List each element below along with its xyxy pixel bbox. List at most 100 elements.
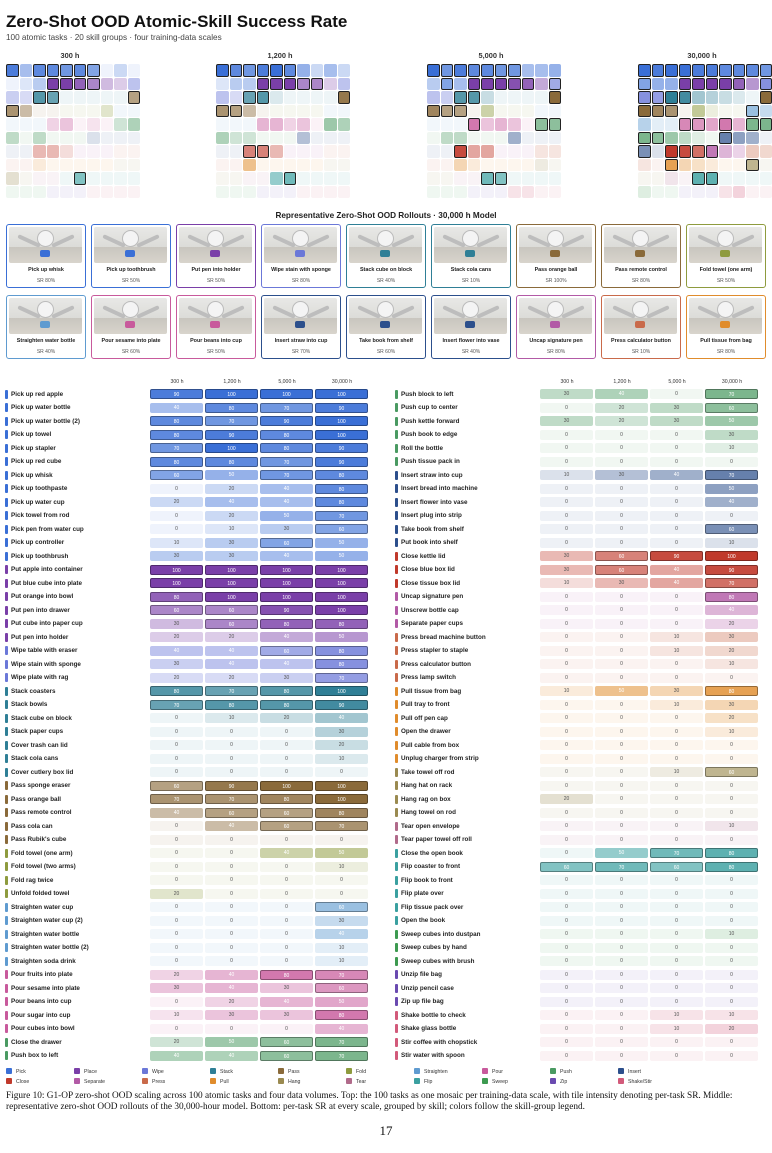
sr-cell: 0 <box>540 524 593 534</box>
sr-cell: 40 <box>205 645 258 656</box>
group-color-marker <box>395 511 398 520</box>
sr-cell: 0 <box>595 780 648 791</box>
task-object-icon <box>210 250 220 257</box>
mosaic-tile <box>33 185 46 199</box>
sr-cell: 0 <box>595 443 648 453</box>
legend-item: Push <box>550 1068 572 1075</box>
sr-cell: 10 <box>705 726 758 737</box>
legend-swatch <box>550 1068 556 1074</box>
mosaic-tile <box>243 185 256 199</box>
group-color-marker <box>395 578 398 588</box>
sr-cell: 0 <box>540 713 593 723</box>
sr-cell: 40 <box>595 389 648 399</box>
task-label: Push tissue pack in <box>401 458 460 465</box>
sr-cell: 0 <box>540 618 593 629</box>
sr-cell: 10 <box>650 632 703 642</box>
mosaic-tile <box>638 145 651 158</box>
sr-cell: 50 <box>595 848 648 858</box>
sr-cell: 0 <box>540 443 593 453</box>
mosaic-tile <box>127 104 141 118</box>
sr-cell: 70 <box>260 456 313 467</box>
sr-cell: 60 <box>150 605 203 615</box>
mosaic-tile <box>651 131 665 145</box>
sr-cell: 100 <box>260 389 313 399</box>
mosaic-tile <box>73 77 87 91</box>
sr-cell: 10 <box>650 1023 703 1034</box>
task-label: Flip book to front <box>401 876 453 884</box>
sr-cell: 0 <box>650 996 703 1007</box>
legend-swatch <box>74 1068 80 1074</box>
mosaic-tile <box>678 145 692 158</box>
mosaic-tile <box>33 145 46 158</box>
sr-cell: 20 <box>705 645 758 656</box>
scale-column-header: 5,000 h <box>668 379 686 385</box>
group-color-marker <box>395 808 398 817</box>
group-color-marker <box>395 835 398 844</box>
group-color-marker <box>5 551 8 561</box>
mosaic-tile <box>467 91 481 104</box>
mosaic-tile <box>651 91 665 104</box>
rollout-card: Uncap signature pen SR 80% <box>516 295 596 359</box>
mosaic-tile <box>337 118 351 131</box>
sr-cell: 30 <box>260 1010 313 1020</box>
sr-cell: 0 <box>705 1050 758 1061</box>
sr-cell: 70 <box>205 686 258 696</box>
robot-head-icon <box>37 301 54 318</box>
mosaic-tile <box>481 145 494 158</box>
mosaic-tile <box>719 131 732 145</box>
mosaic-tile <box>256 104 270 118</box>
group-color-marker <box>395 713 398 723</box>
mosaic-tile <box>467 158 481 172</box>
group-color-marker <box>395 1010 398 1020</box>
mosaic-tile <box>33 158 46 172</box>
rollout-photo <box>94 227 167 263</box>
sr-cell: 10 <box>540 686 593 696</box>
task-label: Pick up red cube <box>11 458 62 465</box>
mosaic-tile <box>87 77 100 91</box>
group-color-marker <box>5 929 8 939</box>
mosaic-tile <box>297 118 310 131</box>
task-label: Pick up water bottle (2) <box>11 417 80 425</box>
group-color-marker <box>395 632 398 642</box>
task-label: Tear open envelope <box>401 822 460 830</box>
mosaic-tile <box>73 172 87 185</box>
group-color-marker <box>395 470 398 480</box>
mosaic-tile <box>256 131 270 145</box>
mosaic-tile <box>548 64 562 77</box>
mosaic-tile <box>678 185 692 199</box>
sr-cell: 0 <box>650 605 703 615</box>
sr-cell: 0 <box>205 726 258 737</box>
sr-cell: 0 <box>540 767 593 777</box>
robot-head-icon <box>292 230 309 247</box>
legend-item: Shake/Stir <box>618 1078 652 1085</box>
sr-cell: 0 <box>540 1023 593 1034</box>
sr-cell: 0 <box>205 875 258 885</box>
mosaic-tile <box>732 91 746 104</box>
sr-cell: 30 <box>705 429 758 440</box>
legend-item: Pick <box>6 1068 26 1075</box>
sr-cell: 90 <box>150 389 203 399</box>
legend-swatch <box>74 1078 80 1084</box>
sr-cell: 0 <box>705 807 758 818</box>
legend-item: Tear <box>346 1078 366 1085</box>
mosaic-tile <box>665 131 678 145</box>
sr-cell: 0 <box>650 726 703 737</box>
task-label: Open the book <box>401 917 446 924</box>
mosaic-tile <box>746 131 759 145</box>
sr-cell: 70 <box>260 402 313 413</box>
mosaic-tile <box>651 118 665 131</box>
mosaic-tile <box>216 91 229 104</box>
mosaic-scale-label: 1,200 h <box>267 51 293 60</box>
sr-cell: 0 <box>260 767 313 777</box>
group-color-marker <box>5 686 8 696</box>
mosaic-tile <box>638 118 651 131</box>
mosaic-tile <box>243 131 256 145</box>
mosaic-tile <box>705 118 719 131</box>
sr-cell: 80 <box>315 1010 368 1020</box>
sr-cell: 0 <box>595 618 648 629</box>
mosaic-tile <box>114 91 127 104</box>
rollout-photo <box>434 298 507 334</box>
mosaic-tile <box>127 145 141 158</box>
task-label: Insert flower into vase <box>401 498 468 506</box>
mosaic-tile <box>440 172 454 185</box>
